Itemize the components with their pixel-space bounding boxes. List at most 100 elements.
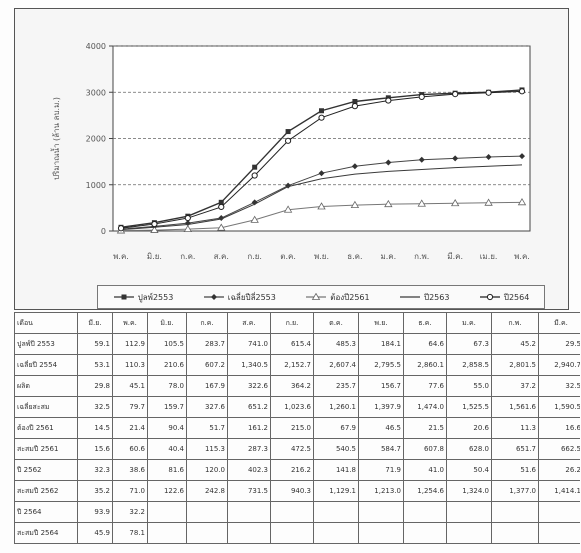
legend-swatch-icon	[479, 293, 500, 301]
data-point	[418, 93, 425, 100]
y-tick-label: 4000	[86, 42, 106, 51]
table-cell: 21.5	[403, 417, 447, 439]
table-row: สะสมปี 2561 15.6 60.6 40.4 115.3 287.3 472.5 54…	[14, 438, 580, 460]
table-cell: 64.6	[403, 333, 447, 355]
table-cell: 2,940.7	[538, 354, 580, 376]
table-cell	[186, 522, 228, 544]
y-axis-label: ปริมาณน้ำ (ล้าน ลบ.ม.)	[50, 97, 61, 180]
row-label: ปูลพ์ปี 2553	[14, 333, 78, 355]
x-tick-label: พ.ค.	[514, 252, 530, 261]
legend-label: ปูลพ์2553	[137, 292, 174, 302]
table-cell: 1,525.5	[446, 396, 492, 418]
table-cell: 1,561.6	[491, 396, 539, 418]
table-cell: 110.3	[112, 354, 148, 376]
table-cell: 2,860.1	[403, 354, 447, 376]
legend-label: ปี2563	[424, 292, 450, 302]
data-point	[283, 205, 293, 213]
legend-item: เฉลี่ยปีลี่2553	[203, 291, 276, 304]
table-cell	[186, 501, 228, 523]
table-cell: 651.2	[227, 396, 271, 418]
x-tick-label: มี.ค.	[447, 252, 463, 261]
table-cell: 105.5	[147, 333, 187, 355]
table-cell: 741.0	[227, 333, 271, 355]
table-cell: 1,414.1	[538, 480, 580, 502]
legend-item: ต้องปี2561	[305, 291, 370, 304]
table-cell: 120.0	[186, 459, 228, 481]
table-cell: 615.4	[270, 333, 314, 355]
column-header: มี.ย.	[77, 312, 113, 334]
header-row-label: เดือน	[14, 312, 78, 334]
legend-marker	[486, 293, 493, 301]
data-point	[519, 153, 525, 160]
data-point	[485, 89, 492, 96]
table-cell: 55.0	[446, 375, 492, 397]
legend-label: ปี2564	[503, 292, 530, 302]
data-point	[284, 137, 292, 144]
table-cell: 1,023.6	[270, 396, 314, 418]
table-cell: 77.6	[403, 375, 447, 397]
table-cell: 322.6	[227, 375, 271, 397]
table-cell: 26.2	[538, 459, 580, 481]
table-cell: 21.4	[112, 417, 148, 439]
data-point	[318, 114, 325, 121]
table-cell: 651.7	[491, 438, 539, 460]
data-point	[218, 199, 224, 205]
table-cell: 156.7	[358, 375, 404, 397]
table-row: สะสมปี 2564 45.9 78.1	[14, 522, 580, 544]
table-cell: 51.6	[491, 459, 539, 481]
table-cell: 32.5	[77, 396, 113, 418]
legend-marker	[121, 294, 127, 300]
data-point	[384, 199, 393, 208]
legend-item: ปี2564	[479, 291, 529, 304]
row-label: ปี 2562	[14, 459, 78, 481]
data-point	[184, 214, 191, 222]
x-tick-label: ก.ย.	[247, 252, 262, 261]
legend-swatch-icon	[113, 294, 134, 300]
table-cell: 67.9	[313, 417, 359, 439]
table-cell: 1,260.1	[313, 396, 359, 418]
column-header: ม.ค.	[446, 312, 492, 334]
data-point	[183, 224, 193, 233]
column-header: ต.ค.	[313, 312, 359, 334]
table-cell	[538, 501, 580, 523]
table-cell: 81.6	[147, 459, 187, 481]
table-cell: 78.0	[147, 375, 187, 397]
table-row: ปูลพ์ปี 2553 59.1 112.9 105.5 283.7 741.0 615.…	[14, 333, 580, 355]
series-line	[120, 164, 523, 231]
column-header: มี.ค.	[538, 312, 580, 334]
table-cell: 16.6	[538, 417, 580, 439]
chart-frame: 0 1000 2000 3000 4000 ปริมาณน้ำ (ล้าน ลบ.ม.) พ…	[14, 8, 569, 310]
table-cell: 1,213.0	[358, 480, 404, 502]
table-cell: 90.4	[147, 417, 187, 439]
table-cell: 46.5	[358, 417, 404, 439]
x-tick-label: ม.ค.	[380, 252, 396, 261]
table-cell: 540.5	[313, 438, 359, 460]
table-cell: 2,795.5	[358, 354, 404, 376]
table-cell: 2,858.5	[446, 354, 492, 376]
x-tick-label: ก.ค.	[180, 252, 195, 261]
table-cell: 122.6	[147, 480, 187, 502]
data-point	[150, 225, 159, 233]
table-cell: 41.0	[403, 459, 447, 481]
table-cell: 20.6	[446, 417, 492, 439]
row-label: ต้องปี 2561	[14, 417, 78, 439]
table-cell: 167.9	[186, 375, 228, 397]
table-cell: 1,397.9	[358, 396, 404, 418]
table-cell: 287.3	[227, 438, 271, 460]
table-cell: 14.5	[77, 417, 113, 439]
data-point	[250, 215, 259, 223]
data-point	[450, 198, 460, 207]
table-cell: 50.4	[446, 459, 492, 481]
table-cell	[358, 501, 404, 523]
table-cell	[313, 501, 359, 523]
row-label: สะสมปี 2561	[14, 438, 78, 460]
table-cell: 59.1	[77, 333, 113, 355]
data-point	[317, 202, 326, 210]
table-cell: 584.7	[358, 438, 404, 460]
table-cell: 29.5	[538, 333, 580, 355]
data-point	[518, 88, 526, 95]
table-cell: 472.5	[270, 438, 314, 460]
column-header: พ.ย.	[358, 312, 404, 334]
column-header: ก.ค.	[186, 312, 228, 334]
